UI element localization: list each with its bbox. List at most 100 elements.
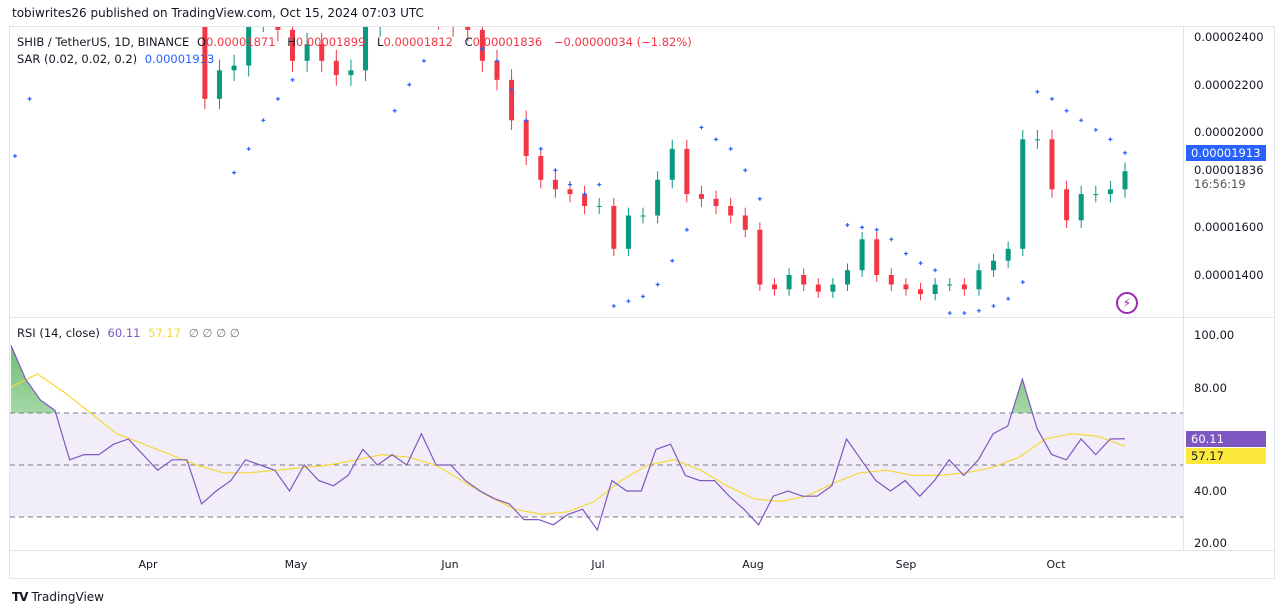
sar-dot <box>261 118 266 123</box>
sar-dot <box>962 311 967 316</box>
sar-dot <box>568 182 572 187</box>
candle-body <box>333 60 339 76</box>
candle-body <box>757 229 763 285</box>
sar-dot <box>743 168 748 173</box>
rsi-tick: 40.00 <box>1194 484 1227 498</box>
bar-countdown: 16:56:19 <box>1194 177 1246 191</box>
rsi-line <box>10 345 1126 532</box>
candle-body <box>947 284 953 286</box>
candle-body <box>742 215 748 230</box>
rsi-extra-values: ∅ ∅ ∅ ∅ <box>188 326 240 340</box>
time-tick: Aug <box>742 558 764 571</box>
candle-body <box>275 27 281 30</box>
footer-brand[interactable]: TV TradingView <box>12 590 104 604</box>
publish-line: tobiwrites26 published on TradingView.co… <box>12 6 424 20</box>
sar-dot <box>684 227 689 232</box>
candle-body <box>552 179 558 190</box>
candle-body <box>845 270 850 285</box>
sar-dot <box>275 96 280 101</box>
time-tick: May <box>284 558 308 571</box>
sar-dot <box>494 58 499 63</box>
candle-body <box>1107 189 1113 195</box>
candle-body <box>304 44 310 61</box>
candle-body <box>669 148 675 180</box>
brand-name: TradingView <box>31 590 104 604</box>
candle-body <box>582 194 588 206</box>
candle-body <box>625 215 631 249</box>
candle-body <box>786 275 792 290</box>
sar-dot <box>421 58 426 63</box>
candle-body <box>888 275 894 285</box>
sar-dot <box>538 146 543 151</box>
candle-body <box>728 205 734 216</box>
close-value: 0.00001836 <box>472 35 543 49</box>
lightning-icon[interactable]: ⚡ <box>1116 292 1138 314</box>
price-tick: 0.00002000 <box>1194 125 1264 139</box>
rsi-tick: 80.00 <box>1194 381 1227 395</box>
sar-dot <box>392 108 397 113</box>
sar-legend[interactable]: SAR (0.02, 0.02, 0.2) 0.00001913 <box>17 52 218 66</box>
sar-dot <box>1049 96 1054 101</box>
price-tick: 0.00001400 <box>1194 268 1264 282</box>
candle-body <box>523 120 529 156</box>
sar-dot <box>1064 108 1069 113</box>
sar-dot <box>1035 89 1040 94</box>
rsi-pane[interactable] <box>10 318 1183 550</box>
rsi-tick: 100.00 <box>1194 328 1235 342</box>
sar-dot <box>757 196 762 201</box>
pane-divider[interactable] <box>10 317 1274 318</box>
sar-dot <box>947 311 952 316</box>
candle-body <box>713 198 719 206</box>
rsi-ma-value: 57.17 <box>148 326 182 340</box>
time-tick: Sep <box>895 558 917 571</box>
time-tick: Oct <box>1046 558 1066 571</box>
candle-body <box>830 284 836 292</box>
price-pane[interactable] <box>10 27 1183 317</box>
sar-dot <box>13 154 17 158</box>
sar-dot <box>27 96 32 101</box>
candle-body <box>538 156 544 180</box>
low-value: 0.00001812 <box>383 35 453 49</box>
sar-dot <box>845 223 850 228</box>
candle-body <box>1034 139 1040 141</box>
high-value: 0.00001899 <box>295 35 366 49</box>
price-axis-divider <box>1183 27 1184 551</box>
sar-dot <box>933 268 938 273</box>
sar-dot <box>582 192 587 197</box>
sar-dot <box>1079 118 1084 123</box>
sar-label: SAR (0.02, 0.02, 0.2) <box>17 52 138 66</box>
sar-dot <box>889 237 894 242</box>
sar-dot <box>903 251 908 256</box>
sar-dot <box>1006 296 1011 301</box>
sar-price-tag: 0.00001913 <box>1186 145 1266 161</box>
chart-frame <box>9 26 1275 579</box>
rsi-legend[interactable]: RSI (14, close) 60.11 57.17 ∅ ∅ ∅ ∅ <box>17 326 244 340</box>
candle-body <box>596 205 602 207</box>
sar-value: 0.00001913 <box>144 52 215 66</box>
candle-body <box>932 284 938 295</box>
candle-body <box>698 194 704 199</box>
candle-body <box>815 284 821 292</box>
sar-dot <box>1093 127 1098 132</box>
symbol-name[interactable]: SHIB / TetherUS, 1D, BINANCE <box>17 35 190 49</box>
candle-body <box>348 70 354 76</box>
candle-body <box>918 289 924 295</box>
candle-body <box>1093 194 1099 196</box>
sar-dot <box>714 137 719 142</box>
rsi-ma-line <box>10 373 1126 516</box>
tradingview-logo-icon: TV <box>12 590 29 604</box>
sar-dot <box>1108 137 1113 142</box>
candle-body <box>1020 139 1026 249</box>
low-label: L <box>377 35 384 49</box>
candle-body <box>874 239 880 275</box>
candle-body <box>1049 139 1055 190</box>
open-value: 0.00001871 <box>206 35 276 49</box>
symbol-legend: SHIB / TetherUS, 1D, BINANCE O0.00001871… <box>17 35 696 49</box>
candle-body <box>494 60 500 80</box>
candle-body <box>290 29 295 61</box>
candle-body <box>771 284 777 290</box>
high-label: H <box>287 35 296 49</box>
sar-dot <box>626 299 631 304</box>
sar-dot <box>1123 150 1127 155</box>
candle-body <box>216 70 222 99</box>
